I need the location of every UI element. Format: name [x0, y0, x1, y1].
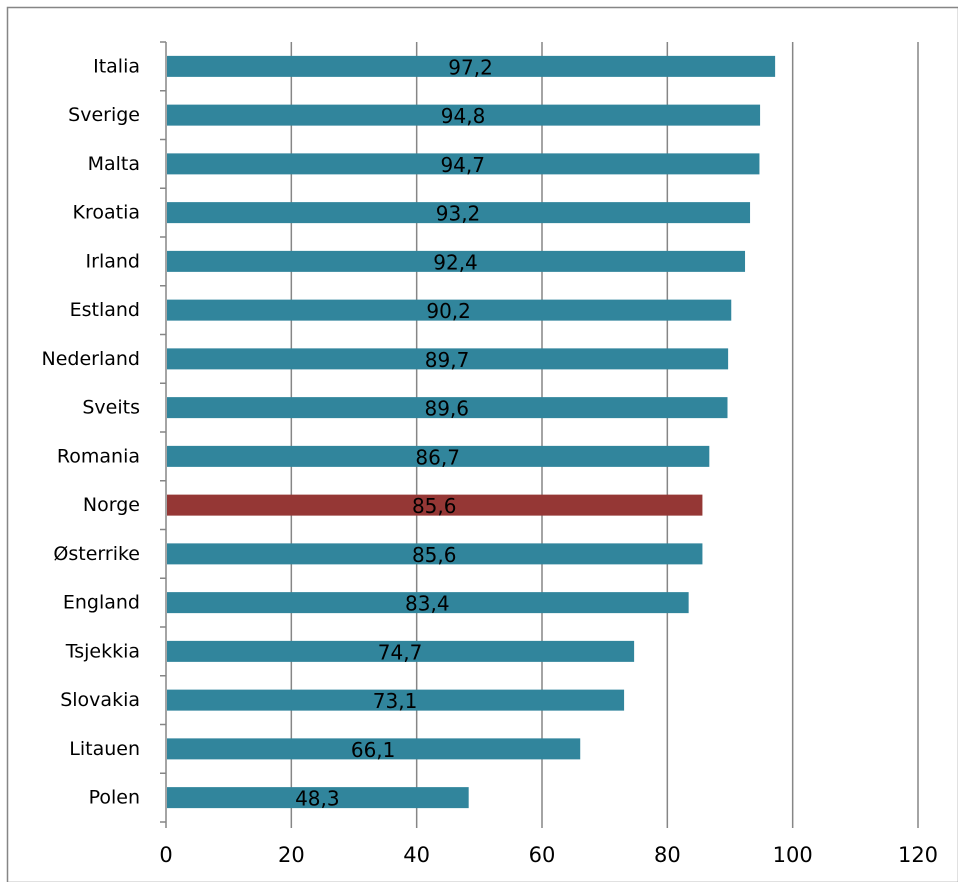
data-label: 74,7 [378, 640, 423, 664]
category-label: Slovakia [60, 689, 140, 711]
category-label: Polen [89, 787, 140, 809]
x-tick-label: 80 [654, 843, 681, 867]
bar [167, 592, 689, 614]
category-label: Norge [83, 494, 140, 516]
data-label: 90,2 [426, 299, 471, 323]
x-tick-label: 120 [898, 843, 938, 867]
category-label: Sveits [82, 397, 140, 419]
x-tick-label: 40 [403, 843, 430, 867]
bar [167, 689, 625, 711]
category-label: Italia [93, 55, 140, 77]
category-label: Kroatia [73, 202, 141, 224]
category-label: Tsjekkia [65, 640, 140, 662]
category-label: Nederland [42, 348, 141, 370]
data-label: 94,7 [440, 153, 485, 177]
data-label: 93,2 [436, 202, 481, 226]
x-tick-label: 20 [278, 843, 305, 867]
data-label: 89,7 [425, 348, 470, 372]
bar [167, 299, 732, 321]
data-labels: 97,2 94,8 94,7 93,2 92,4 90,2 89,7 89,6 86,7 85,6… [295, 55, 493, 810]
data-label: 92,4 [433, 250, 478, 274]
bar [167, 445, 710, 467]
category-label: Sverige [68, 104, 140, 126]
bar [167, 104, 761, 126]
bar [167, 738, 581, 760]
data-label: 85,6 [412, 494, 457, 518]
x-tick-label: 0 [159, 843, 172, 867]
bar [167, 250, 746, 272]
data-label: 66,1 [351, 738, 396, 762]
category-label: Litauen [69, 738, 140, 760]
category-label: Østerrike [53, 543, 140, 565]
bar [167, 640, 635, 662]
axes [160, 41, 919, 828]
category-label: Estland [70, 299, 140, 321]
data-label: 89,6 [424, 397, 469, 421]
bar [167, 787, 469, 809]
data-label: 83,4 [405, 592, 450, 616]
data-label: 85,6 [412, 543, 457, 567]
category-label: Romania [57, 445, 140, 467]
category-label: Malta [88, 153, 140, 175]
x-tick-label: 60 [529, 843, 556, 867]
bar [167, 55, 776, 77]
bar [167, 202, 751, 224]
bar [167, 494, 703, 516]
data-label: 97,2 [448, 55, 493, 79]
data-label: 73,1 [373, 689, 418, 713]
category-label: Irland [86, 250, 140, 272]
data-label: 48,3 [295, 787, 340, 811]
category-labels: Italia Sverige Malta Kroatia Irland Estland Ne… [42, 55, 141, 808]
bar [167, 348, 729, 370]
x-tick-label: 100 [773, 843, 813, 867]
category-label: England [63, 592, 140, 614]
x-tick-labels: 0 20 40 60 80 100 120 [159, 843, 938, 867]
bar [167, 543, 703, 565]
data-label: 86,7 [415, 445, 460, 469]
bar [167, 397, 728, 419]
bars [167, 55, 776, 809]
data-label: 94,8 [441, 104, 486, 128]
bar [167, 153, 760, 175]
